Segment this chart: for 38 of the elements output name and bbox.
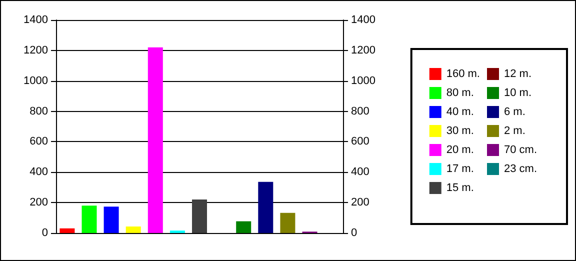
- legend-label: 160 m.: [446, 68, 480, 80]
- y2-tick-label: 600: [351, 136, 370, 148]
- y-tick-label: 1400: [24, 14, 48, 26]
- y-tick-label: 400: [30, 166, 48, 178]
- legend-label: 20 m.: [446, 144, 474, 156]
- y-tick-label: 800: [30, 105, 48, 118]
- bar: [280, 212, 296, 233]
- bar: [258, 182, 274, 233]
- y2-tick-label: 0: [351, 227, 358, 239]
- legend-label: 23 cm.: [504, 163, 538, 175]
- bar: [60, 228, 75, 233]
- legend-label: 17 m.: [446, 163, 474, 175]
- legend-label: 10 m.: [504, 87, 532, 99]
- bar: [126, 226, 141, 233]
- legend-label: 12 m.: [504, 68, 532, 80]
- y2-tick-label: 1000: [351, 74, 376, 87]
- legend-label: 80 m.: [446, 87, 474, 99]
- legend-label: 6 m.: [504, 106, 526, 118]
- legend-label: 30 m.: [446, 125, 474, 137]
- legend-label: 70 cm.: [504, 144, 538, 156]
- bar: [148, 47, 163, 233]
- y-tick-label: 0: [42, 227, 48, 239]
- y-tick-label: 1200: [24, 44, 48, 56]
- legend-label: 15 m.: [446, 182, 474, 194]
- bar: [236, 221, 252, 233]
- y2-tick-label: 800: [351, 105, 370, 118]
- y2-tick-label: 400: [351, 166, 370, 178]
- bar: [104, 206, 119, 233]
- y-tick-label: 200: [30, 196, 48, 209]
- legend-label: 2 m.: [504, 125, 526, 137]
- y-tick-label: 600: [30, 136, 48, 148]
- y2-tick-label: 1200: [351, 44, 376, 56]
- y2-tick-label: 1400: [351, 14, 376, 26]
- y2-tick-label: 200: [351, 196, 370, 209]
- y-tick-label: 1000: [24, 74, 48, 87]
- legend-label: 40 m.: [446, 106, 474, 118]
- bar: [82, 206, 97, 233]
- bar: [192, 200, 207, 233]
